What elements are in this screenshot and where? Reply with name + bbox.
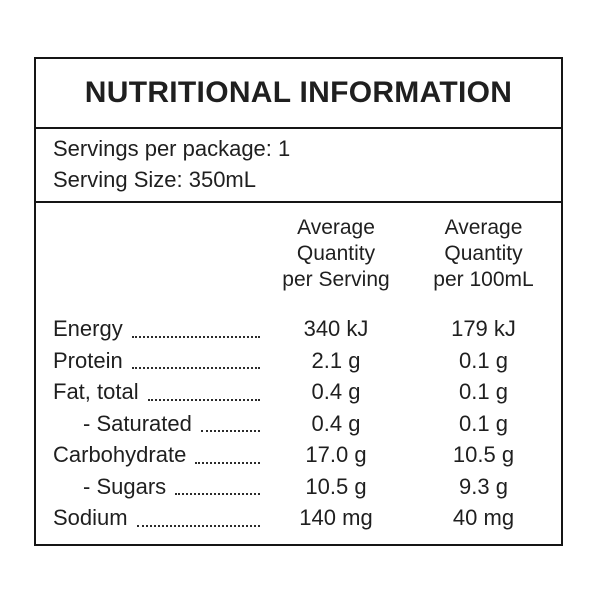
serving-size: Serving Size: 350mL: [53, 167, 256, 192]
nutrient-row-fat-total: Fat, total 0.4 g 0.1 g: [53, 376, 561, 408]
nutrient-row-protein: Protein 2.1 g 0.1 g: [53, 345, 561, 377]
nutrient-name: Energy: [53, 316, 123, 341]
value-per-serving: 0.4 g: [311, 379, 361, 404]
servings-per-package: Servings per package: 1: [53, 136, 291, 161]
value-per-serving: 17.0 g: [305, 442, 367, 467]
dotted-leader: [131, 335, 260, 338]
dotted-leader: [136, 524, 260, 527]
nutrient-name: Fat, total: [53, 379, 139, 404]
value-per-100ml: 0.1 g: [459, 347, 508, 373]
dotted-leader: [131, 367, 260, 369]
dotted-leader: [147, 398, 260, 401]
nutrient-name: - Sugars: [83, 473, 167, 499]
title-section: NUTRITIONAL INFORMATION: [36, 59, 561, 129]
nutrient-row-carbohydrate: Carbohydrate 17.0 g 10.5 g: [53, 439, 561, 471]
column-header-spacer: [53, 215, 266, 293]
nutrient-row-sodium: Sodium 140 mg 40 mg: [53, 502, 561, 534]
panel-title: NUTRITIONAL INFORMATION: [84, 76, 513, 109]
dotted-leader: [200, 430, 260, 432]
nutrient-row-sugars: - Sugars 10.5 g 9.3 g: [53, 471, 561, 503]
value-per-100ml: 0.1 g: [459, 379, 508, 404]
value-per-100ml: 10.5 g: [452, 442, 515, 467]
nutrient-name: Protein: [53, 347, 123, 373]
nutrient-row-saturated: - Saturated 0.4 g 0.1 g: [53, 408, 561, 440]
nutrient-name: Carbohydrate: [53, 442, 187, 467]
column-header-row: Average Quantity per Serving Average Qua…: [53, 215, 561, 293]
value-per-serving: 10.5 g: [305, 473, 367, 499]
dotted-leader: [175, 493, 260, 495]
value-per-100ml: 179 kJ: [451, 316, 516, 341]
servings-section: Servings per package: 1 Serving Size: 35…: [36, 129, 561, 203]
nutrition-label-panel: NUTRITIONAL INFORMATION Servings per pac…: [34, 57, 563, 546]
value-per-100ml: 9.3 g: [459, 473, 508, 499]
column-header-per-serving: Average Quantity per Serving: [282, 216, 390, 291]
value-per-serving: 2.1 g: [311, 347, 361, 373]
value-per-serving: 0.4 g: [311, 410, 361, 436]
value-per-100ml: 0.1 g: [459, 410, 508, 436]
value-per-100ml: 40 mg: [452, 505, 515, 530]
nutrient-rows: Energy 340 kJ 179 kJ Protein 2.1 g 0.1 g: [53, 313, 561, 534]
column-header-per-100ml: Average Quantity per 100mL: [433, 216, 534, 291]
nutrients-section: Average Quantity per Serving Average Qua…: [36, 203, 561, 534]
value-per-serving: 140 mg: [299, 505, 373, 530]
nutrient-row-energy: Energy 340 kJ 179 kJ: [53, 313, 561, 345]
value-per-serving: 340 kJ: [303, 316, 369, 341]
dotted-leader: [195, 461, 260, 464]
nutrient-name: - Saturated: [83, 410, 192, 436]
nutrient-name: Sodium: [53, 505, 128, 530]
